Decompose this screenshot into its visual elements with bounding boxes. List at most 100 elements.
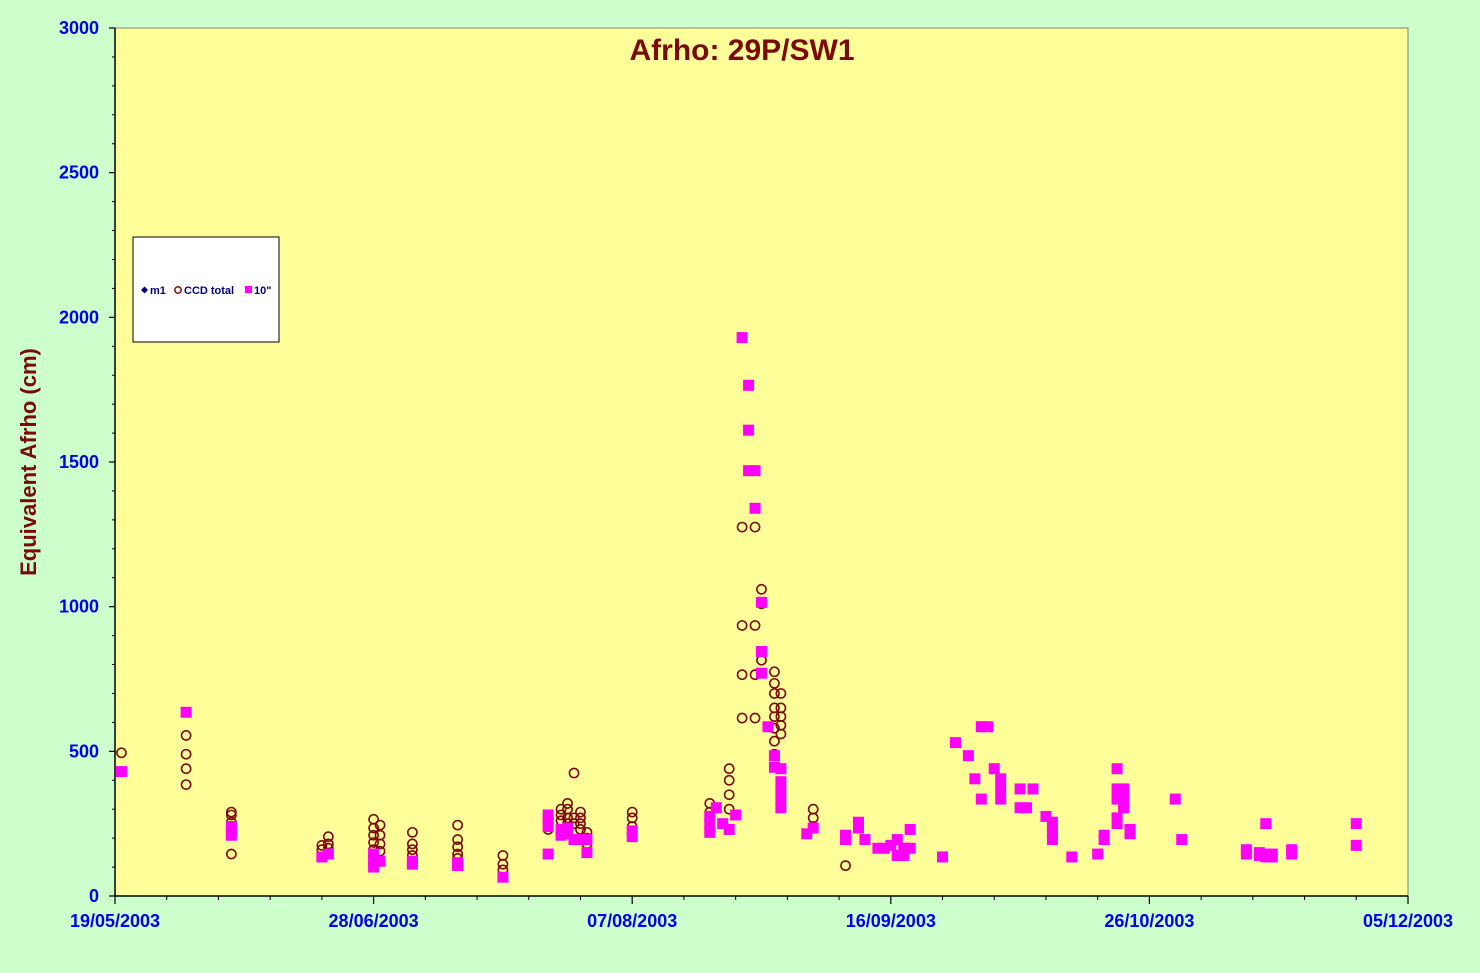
data-point-ccd-total: [840, 860, 851, 872]
data-point-10-arcsec: [555, 823, 567, 835]
data-point-10-arcsec: [743, 465, 755, 477]
data-point-10-arcsec: [969, 773, 981, 785]
data-point-ccd-total: [562, 798, 573, 809]
data-point-ccd-total: [316, 839, 328, 851]
data-point-10-arcsec: [756, 667, 767, 679]
data-point-ccd-total: [568, 767, 580, 779]
data-point-10-arcsec: [885, 839, 897, 851]
data-point-10-arcsec: [1169, 793, 1181, 805]
data-point-10-arcsec: [542, 815, 554, 827]
data-point-10-arcsec: [374, 855, 386, 867]
data-point-10-arcsec: [878, 842, 890, 854]
data-point-10-arcsec: [730, 809, 742, 821]
data-point-ccd-total: [769, 688, 780, 699]
data-point-ccd-total: [775, 728, 787, 740]
data-point-10-arcsec: [1021, 802, 1033, 814]
data-point-10-arcsec: [704, 826, 716, 838]
data-point-ccd-total: [749, 712, 761, 724]
data-point-10-arcsec: [115, 766, 127, 778]
series-10-arcsec: [115, 332, 1362, 883]
data-point-10-arcsec: [1046, 834, 1058, 846]
data-point-ccd-total: [180, 763, 192, 775]
data-point-10-arcsec: [542, 821, 554, 833]
data-point-ccd-total: [568, 812, 580, 824]
data-point-10-arcsec: [982, 721, 994, 733]
data-point-10-arcsec: [1286, 848, 1298, 860]
data-point-10-arcsec: [904, 842, 916, 854]
data-point-ccd-total: [575, 812, 586, 824]
data-point-10-arcsec: [1111, 818, 1123, 830]
data-point-ccd-total: [736, 620, 748, 631]
data-point-ccd-total: [374, 838, 386, 850]
data-point-ccd-total: [769, 677, 780, 689]
data-point-ccd-total: [180, 730, 192, 741]
data-point-10-arcsec: [775, 793, 787, 805]
data-point-10-arcsec: [859, 834, 871, 846]
data-point-10-arcsec: [626, 831, 638, 843]
data-point-ccd-total: [723, 763, 735, 775]
data-point-10-arcsec: [704, 818, 716, 830]
data-point-10-arcsec: [949, 737, 961, 749]
legend-ccd-circle-icon: [174, 286, 182, 294]
data-point-10-arcsec: [1098, 834, 1110, 846]
data-point-ccd-total: [322, 838, 334, 850]
y-tick-label: 2000: [59, 307, 99, 327]
data-point-10-arcsec: [995, 773, 1007, 785]
x-tick-label: 05/12/2003: [1363, 911, 1453, 931]
legend: m1 CCD total 10": [132, 236, 280, 343]
data-point-10-arcsec: [898, 849, 910, 861]
data-point-10-arcsec: [898, 842, 910, 854]
data-point-10-arcsec: [368, 861, 380, 873]
legend-10-square-icon: [245, 286, 252, 293]
data-point-ccd-total: [452, 819, 464, 831]
data-point-10-arcsec: [1260, 851, 1272, 863]
data-point-10-arcsec: [562, 828, 574, 840]
data-point-10-arcsec: [1014, 783, 1026, 795]
data-point-10-arcsec: [1040, 810, 1052, 822]
data-point-ccd-total: [368, 829, 379, 841]
data-point-10-arcsec: [626, 825, 638, 837]
data-point-ccd-total: [452, 834, 464, 845]
data-point-ccd-total: [374, 819, 386, 831]
y-tick-label: 3000: [59, 18, 99, 38]
data-point-10-arcsec: [1046, 826, 1058, 838]
data-point-10-arcsec: [749, 502, 761, 514]
data-point-10-arcsec: [762, 721, 774, 733]
data-point-10-arcsec: [775, 776, 787, 788]
data-point-10-arcsec: [801, 828, 813, 840]
data-point-ccd-total: [497, 858, 509, 870]
data-point-ccd-total: [368, 837, 379, 848]
legend-label-ccd-total: CCD total: [184, 285, 234, 297]
data-point-10-arcsec: [995, 793, 1007, 805]
data-point-10-arcsec: [542, 848, 554, 860]
data-point-ccd-total: [555, 809, 567, 821]
data-point-10-arcsec: [840, 834, 852, 846]
y-tick-label: 2500: [59, 163, 99, 183]
data-point-10-arcsec: [1266, 851, 1278, 863]
data-point-10-arcsec: [180, 706, 192, 718]
legend-label-10-arcsec: 10": [254, 285, 271, 297]
data-point-10-arcsec: [581, 847, 593, 859]
data-point-10-arcsec: [872, 842, 884, 854]
data-point-10-arcsec: [1111, 763, 1123, 775]
data-point-10-arcsec: [1124, 828, 1136, 840]
data-point-ccd-total: [225, 806, 237, 818]
legend-label-m1: m1: [150, 285, 166, 297]
data-point-10-arcsec: [756, 596, 767, 608]
x-tick-label: 28/06/2003: [329, 911, 419, 931]
data-point-ccd-total: [562, 812, 573, 824]
data-point-ccd-total: [769, 666, 780, 678]
data-point-10-arcsec: [736, 332, 748, 344]
data-point-10-arcsec: [1118, 783, 1130, 795]
data-point-10-arcsec: [1260, 818, 1272, 830]
data-point-10-arcsec: [1350, 818, 1362, 830]
data-point-10-arcsec: [1350, 839, 1362, 851]
x-axis-ticks: 19/05/2003 28/06/2003 07/08/2003 16/09/2003…: [70, 896, 1453, 931]
data-point-10-arcsec: [988, 763, 1000, 775]
data-point-10-arcsec: [756, 646, 767, 658]
chart-title: Afrho: 29P/SW1: [629, 34, 854, 67]
data-point-ccd-total: [575, 818, 586, 830]
data-point-10-arcsec: [322, 848, 334, 860]
